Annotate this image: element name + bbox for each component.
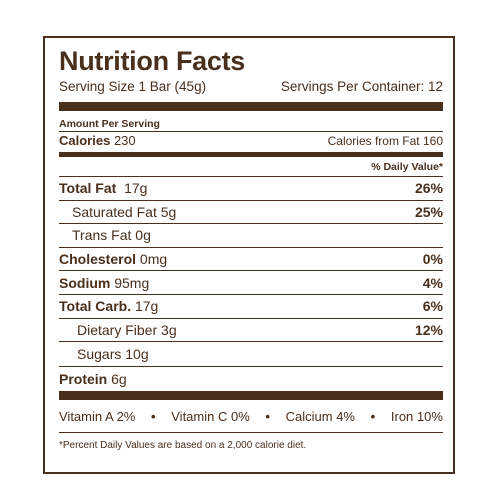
nutrient-amount: 0mg	[139, 251, 168, 268]
label-title: Nutrition Facts	[59, 46, 246, 76]
nutrient-amount: 5g	[160, 203, 177, 220]
daily-value-header: % Daily Value*	[371, 161, 443, 173]
nutrient-amount: 17g	[134, 298, 159, 315]
nutrient-name: Total Carb.	[59, 298, 132, 315]
nutrient-dv: 6%	[422, 298, 443, 315]
nutrient-name: Dietary Fiber	[77, 321, 158, 338]
medium-divider	[59, 152, 443, 157]
nutrient-name: Cholesterol	[59, 251, 137, 268]
serving-size: Serving Size 1 Bar (45g)	[59, 79, 207, 94]
thin-divider	[59, 131, 443, 132]
nutrient-amount: 95mg	[114, 274, 150, 291]
thick-divider	[59, 102, 443, 111]
nutrient-name: Sugars	[77, 345, 122, 362]
vitamin-item: Vitamin A 2%	[59, 408, 136, 424]
vitamins-row: Vitamin A 2% • Vitamin C 0% • Calcium 4%…	[59, 400, 443, 432]
thick-divider	[59, 390, 443, 400]
vitamin-item: Calcium 4%	[285, 408, 355, 424]
amount-per-serving: Amount Per Serving	[59, 118, 160, 130]
nutrient-row-cholesterol: Cholesterol 0mg 0%	[59, 248, 443, 272]
nutrient-amount: 17g	[124, 180, 148, 197]
nutrient-name: Trans Fat	[72, 227, 132, 244]
nutrient-amount: 10g	[125, 345, 149, 362]
nutrient-amount: 6g	[111, 370, 127, 387]
bullet-separator: •	[370, 408, 376, 424]
nutrient-row-trans-fat: Trans Fat 0g	[59, 224, 443, 248]
nutrient-row-total-fat: Total Fat 17g 26%	[59, 177, 443, 201]
nutrition-label: Nutrition Facts Serving Size 1 Bar (45g)…	[43, 36, 455, 474]
serving-info: Serving Size 1 Bar (45g) Servings Per Co…	[59, 78, 443, 96]
nutrient-dv: 0%	[422, 251, 443, 268]
thin-divider	[59, 365, 443, 367]
thin-divider	[59, 431, 443, 433]
nutrient-row-sugars: Sugars 10g	[59, 342, 443, 366]
nutrient-name: Sodium	[59, 274, 111, 291]
calories: Calories 230	[59, 132, 136, 150]
nutrient-row-saturated-fat: Saturated Fat 5g 25%	[59, 201, 443, 225]
thin-divider	[59, 176, 443, 177]
calories-value: 230	[113, 133, 136, 148]
calories-label: Calories	[59, 133, 111, 148]
nutrient-row-protein: Protein 6g	[59, 367, 443, 391]
nutrient-name: Total Fat	[59, 180, 117, 197]
bullet-separator: •	[265, 408, 270, 424]
nutrient-dv: 12%	[414, 321, 443, 338]
nutrient-amount: 3g	[161, 321, 177, 338]
nutrient-dv: 4%	[422, 274, 443, 291]
calories-row: Calories 230 Calories from Fat 160	[59, 132, 443, 152]
bullet-separator: •	[151, 408, 156, 424]
servings-per-container: Servings Per Container: 12	[280, 79, 443, 94]
vitamin-item: Vitamin C 0%	[171, 408, 250, 424]
calories-from-fat: Calories from Fat 160	[327, 134, 443, 148]
nutrient-dv: 26%	[414, 180, 443, 197]
nutrient-row-total-carb: Total Carb. 17g 6%	[59, 295, 443, 319]
nutrient-dv: 25%	[414, 203, 443, 220]
footnote: *Percent Daily Values are based on a 2,0…	[59, 439, 307, 451]
nutrient-row-sodium: Sodium 95mg 4%	[59, 271, 443, 295]
nutrient-row-dietary-fiber: Dietary Fiber 3g 12%	[59, 319, 443, 343]
vitamin-item: Iron 10%	[390, 408, 443, 424]
nutrient-name: Protein	[59, 370, 108, 387]
nutrient-amount: 0g	[135, 227, 151, 244]
nutrient-name: Saturated Fat	[72, 203, 157, 220]
